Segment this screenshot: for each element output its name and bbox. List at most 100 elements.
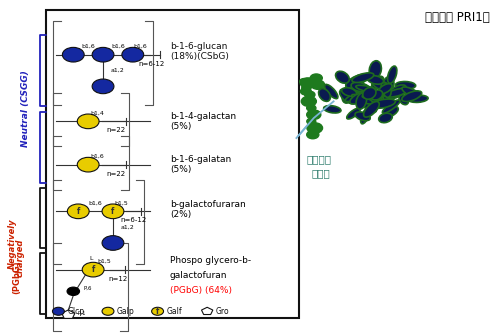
- Text: P,1: P,1: [78, 310, 86, 316]
- Circle shape: [302, 85, 311, 91]
- Text: L: L: [89, 256, 92, 261]
- Ellipse shape: [363, 87, 376, 99]
- Text: Neutral (CSGG): Neutral (CSGG): [20, 71, 30, 147]
- Circle shape: [306, 131, 319, 139]
- Ellipse shape: [369, 61, 382, 79]
- Text: b-1-6-galatan
(5%): b-1-6-galatan (5%): [170, 155, 231, 174]
- Ellipse shape: [342, 92, 350, 103]
- Text: b-1-4-galactan
(5%): b-1-4-galactan (5%): [170, 112, 236, 131]
- Text: f: f: [156, 307, 160, 316]
- Text: b1,5: b1,5: [97, 259, 111, 264]
- Ellipse shape: [383, 84, 391, 97]
- Circle shape: [102, 204, 124, 219]
- Circle shape: [102, 236, 124, 250]
- Ellipse shape: [358, 98, 376, 112]
- Circle shape: [307, 118, 316, 124]
- Circle shape: [306, 110, 321, 119]
- Ellipse shape: [349, 84, 358, 100]
- Text: b1,6: b1,6: [134, 44, 147, 49]
- Ellipse shape: [399, 94, 408, 105]
- Text: f: f: [112, 207, 114, 216]
- Ellipse shape: [362, 84, 377, 99]
- Ellipse shape: [318, 89, 330, 101]
- Ellipse shape: [388, 85, 406, 99]
- Circle shape: [68, 204, 89, 219]
- Text: f: f: [92, 265, 95, 274]
- Ellipse shape: [383, 77, 394, 93]
- Text: b1,4: b1,4: [90, 110, 104, 115]
- Text: Glcp: Glcp: [68, 307, 84, 316]
- Circle shape: [78, 114, 99, 129]
- Text: b1,6: b1,6: [82, 44, 95, 49]
- Ellipse shape: [356, 85, 377, 92]
- Text: b1,6: b1,6: [88, 200, 102, 205]
- Ellipse shape: [364, 88, 378, 104]
- Circle shape: [304, 91, 315, 98]
- Text: b-1-6-glucan
(18%)(CSbG): b-1-6-glucan (18%)(CSbG): [170, 42, 229, 61]
- Ellipse shape: [368, 76, 384, 84]
- Ellipse shape: [388, 66, 397, 83]
- FancyBboxPatch shape: [46, 10, 299, 318]
- Text: 세포표면: 세포표면: [306, 155, 332, 165]
- Text: n=6-12: n=6-12: [138, 61, 165, 67]
- Ellipse shape: [336, 71, 349, 83]
- Circle shape: [122, 47, 144, 62]
- Circle shape: [300, 79, 308, 84]
- Ellipse shape: [351, 82, 368, 91]
- Circle shape: [307, 123, 322, 133]
- Ellipse shape: [324, 84, 338, 99]
- Ellipse shape: [358, 90, 378, 99]
- Text: b1,5: b1,5: [114, 200, 128, 205]
- Text: b1,6: b1,6: [90, 154, 104, 159]
- Text: P,6: P,6: [83, 286, 92, 290]
- Ellipse shape: [381, 83, 393, 99]
- Ellipse shape: [370, 93, 390, 102]
- Ellipse shape: [396, 82, 415, 89]
- Ellipse shape: [378, 84, 392, 94]
- Ellipse shape: [402, 91, 422, 101]
- Ellipse shape: [386, 88, 407, 97]
- Ellipse shape: [372, 80, 390, 90]
- Text: (PGbG) (64%): (PGbG) (64%): [170, 286, 232, 295]
- Text: 다당체: 다당체: [312, 168, 330, 178]
- Circle shape: [52, 307, 64, 315]
- Circle shape: [78, 157, 99, 172]
- Circle shape: [92, 47, 114, 62]
- Text: galactofuran: galactofuran: [170, 271, 228, 280]
- Text: a1,2: a1,2: [110, 68, 124, 73]
- Ellipse shape: [345, 91, 366, 101]
- Polygon shape: [202, 307, 213, 314]
- Ellipse shape: [352, 94, 373, 104]
- Ellipse shape: [408, 95, 428, 102]
- Ellipse shape: [378, 113, 392, 123]
- Text: charged: charged: [16, 238, 24, 277]
- Text: Negatively: Negatively: [8, 219, 17, 269]
- Text: f: f: [76, 207, 80, 216]
- Text: Gro: Gro: [216, 307, 230, 316]
- Circle shape: [62, 47, 84, 62]
- Ellipse shape: [362, 91, 380, 98]
- Circle shape: [310, 74, 322, 82]
- Polygon shape: [62, 310, 75, 319]
- Ellipse shape: [370, 99, 396, 108]
- Circle shape: [300, 78, 316, 88]
- Text: (PGbG): (PGbG): [12, 261, 21, 294]
- Ellipse shape: [346, 74, 367, 88]
- Ellipse shape: [370, 90, 382, 100]
- Circle shape: [92, 79, 114, 94]
- Ellipse shape: [382, 100, 400, 113]
- Ellipse shape: [346, 108, 360, 119]
- Ellipse shape: [368, 92, 385, 100]
- Text: n=22: n=22: [107, 127, 126, 133]
- Text: b1,6: b1,6: [111, 44, 125, 49]
- Ellipse shape: [368, 88, 384, 101]
- Ellipse shape: [352, 73, 374, 82]
- Circle shape: [82, 262, 104, 277]
- Ellipse shape: [358, 89, 370, 100]
- Ellipse shape: [360, 108, 370, 124]
- Ellipse shape: [356, 93, 366, 109]
- Circle shape: [102, 307, 114, 315]
- Text: n=22: n=22: [107, 171, 126, 177]
- Circle shape: [306, 105, 316, 111]
- Circle shape: [67, 287, 80, 295]
